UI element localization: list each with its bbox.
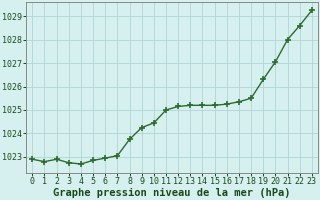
X-axis label: Graphe pression niveau de la mer (hPa): Graphe pression niveau de la mer (hPa) — [53, 188, 291, 198]
